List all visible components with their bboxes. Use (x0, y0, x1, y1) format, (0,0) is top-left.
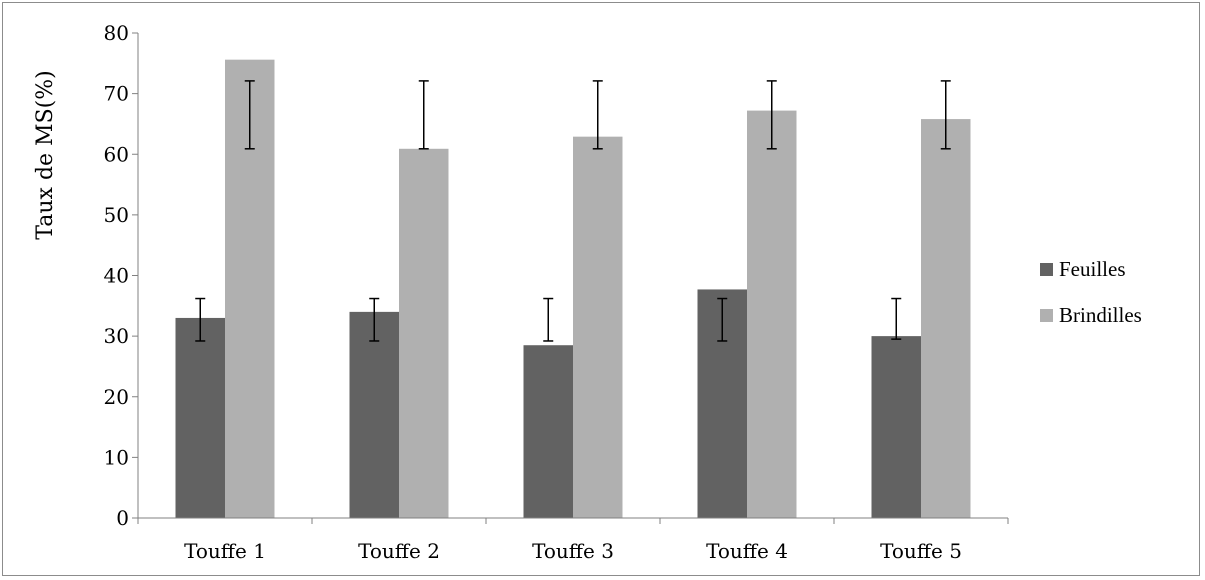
y-tick-label-80: 80 (104, 21, 129, 45)
legend-item-brindilles: Brindilles (1040, 302, 1142, 328)
bar-brindilles-2 (399, 148, 449, 518)
y-tick-label-0: 0 (116, 506, 129, 530)
y-axis-label: Taux de MS(%) (33, 70, 58, 239)
bar-feuilles-2 (349, 311, 399, 518)
y-tick-label-60: 60 (104, 142, 129, 166)
legend-item-feuilles: Feuilles (1040, 256, 1142, 282)
bar-feuilles-3 (523, 345, 573, 518)
y-tick-label-20: 20 (104, 385, 129, 409)
legend: Feuilles Brindilles (1040, 256, 1142, 348)
y-tick-label-10: 10 (104, 445, 129, 469)
bar-brindilles-5 (921, 119, 971, 519)
y-tick-label-50: 50 (104, 203, 129, 227)
x-tick-label-5: Touffe 5 (880, 539, 962, 563)
y-tick-label-30: 30 (104, 324, 129, 348)
y-tick-label-40: 40 (104, 264, 129, 288)
bar-brindilles-4 (747, 110, 797, 518)
plot-area: 0 10 20 30 40 50 60 70 80 Touffe 1 Touffe 2 Touffe … (104, 21, 1009, 563)
x-tick-label-2: Touffe 2 (358, 539, 440, 563)
x-tick-label-3: Touffe 3 (532, 539, 614, 563)
bar-feuilles-1 (175, 317, 225, 518)
legend-label-brindilles: Brindilles (1059, 302, 1142, 327)
bar-brindilles-3 (573, 136, 623, 518)
x-tick-label-1: Touffe 1 (184, 539, 266, 563)
legend-swatch-brindilles (1040, 308, 1053, 322)
legend-label-feuilles: Feuilles (1059, 256, 1126, 281)
y-tick-label-70: 70 (104, 82, 129, 106)
legend-swatch-feuilles (1040, 262, 1053, 276)
bar-feuilles-5 (871, 336, 921, 518)
x-tick-label-4: Touffe 4 (706, 539, 788, 563)
